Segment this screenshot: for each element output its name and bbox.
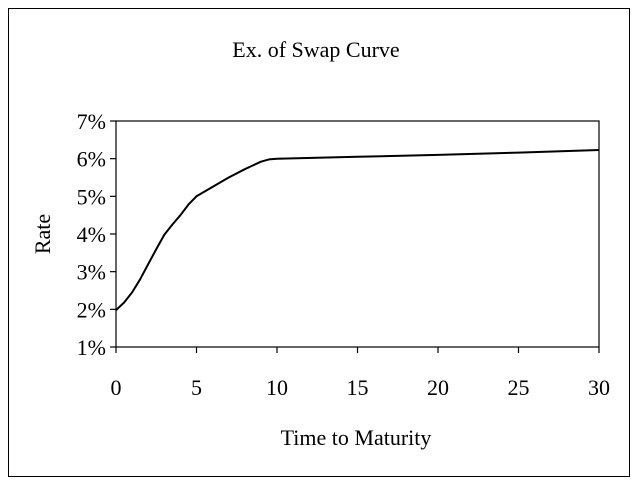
- x-tick-label: 25: [508, 375, 530, 400]
- chart-frame: [8, 8, 630, 477]
- x-tick-label: 5: [191, 375, 202, 400]
- x-tick-label: 0: [111, 375, 122, 400]
- x-tick-label: 15: [347, 375, 369, 400]
- y-tick-label: 6%: [77, 147, 106, 172]
- y-tick-label: 2%: [77, 297, 106, 322]
- y-axis-label: Rate: [30, 214, 55, 254]
- y-tick-label: 3%: [77, 260, 106, 285]
- x-axis-label: Time to Maturity: [281, 425, 432, 450]
- x-axis: 0 5 10 15 20 25 30: [111, 347, 610, 400]
- y-tick-label: 4%: [77, 222, 106, 247]
- y-tick-label: 7%: [77, 109, 106, 134]
- y-tick-label: 1%: [77, 335, 106, 360]
- swap-curve-line: [115, 149, 600, 311]
- plot-area: [115, 120, 600, 348]
- chart-title: Ex. of Swap Curve: [232, 37, 399, 62]
- x-tick-label: 10: [266, 375, 288, 400]
- x-tick-label: 30: [588, 375, 610, 400]
- y-axis: 1% 2% 3% 4% 5% 6% 7%: [77, 109, 116, 360]
- y-tick-label: 5%: [77, 184, 106, 209]
- x-tick-label: 20: [427, 375, 449, 400]
